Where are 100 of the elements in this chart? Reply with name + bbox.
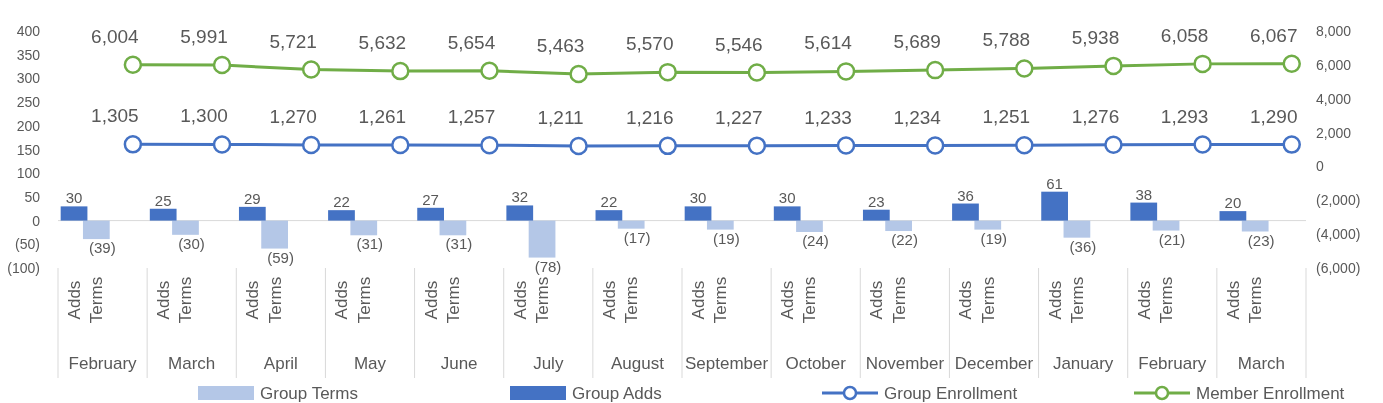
text: Adds: [243, 280, 263, 320]
data-label: 1,211: [537, 106, 584, 128]
bar: [328, 210, 355, 221]
text: Terms: [87, 276, 107, 324]
bar: [1041, 191, 1068, 221]
x-tick-label: January: [1052, 354, 1114, 373]
legend-label: Group Adds: [572, 384, 662, 403]
y2-tick-label: 0: [1316, 158, 1324, 175]
data-label: 6,067: [1249, 24, 1298, 46]
data-label: (78): [534, 257, 562, 275]
point: [391, 61, 410, 81]
text: Adds: [1223, 280, 1243, 320]
point: [1193, 54, 1212, 74]
y-tick-label: 200: [16, 117, 41, 134]
data-label: (17): [623, 228, 651, 246]
data-label: (36): [1069, 237, 1097, 255]
x-tick-label: July: [533, 354, 564, 373]
data-label: 36: [957, 186, 974, 204]
data-label: 1,216: [625, 106, 674, 128]
point: [1282, 54, 1301, 73]
bar: [796, 220, 823, 232]
data-label: 6,004: [91, 25, 140, 47]
legend-label: Group Enrollment: [884, 384, 1018, 403]
data-label: 5,991: [180, 26, 228, 48]
data-label: 27: [422, 190, 439, 208]
data-label: (39): [88, 239, 116, 257]
data-label: (24): [802, 231, 829, 249]
bar: [1219, 211, 1247, 221]
data-label: 30: [65, 189, 83, 207]
bar: [350, 220, 378, 236]
bar: [1241, 220, 1269, 232]
bar: [952, 203, 979, 221]
point: [925, 60, 945, 80]
bar: [506, 205, 534, 221]
point: [836, 62, 856, 81]
x-tick-label: September: [684, 354, 769, 373]
bar: [684, 206, 712, 221]
bar: [1152, 220, 1180, 231]
data-label: 1,227: [715, 106, 763, 128]
data-label: 5,546: [715, 33, 763, 55]
point: [747, 63, 767, 82]
x-tick-label: March: [168, 354, 216, 373]
y2-tick-label: (6,000): [1316, 260, 1361, 276]
text: Terms: [622, 276, 642, 324]
bar: [1063, 220, 1091, 238]
text: Terms: [1067, 276, 1087, 324]
point: [1104, 56, 1123, 76]
y2-tick-label: 2,000: [1316, 124, 1352, 141]
bar: [885, 220, 912, 232]
y-tick-label: 350: [16, 46, 41, 63]
text: Terms: [1246, 276, 1266, 324]
x-tick-label: May: [353, 354, 387, 373]
data-label: 1,270: [269, 105, 317, 127]
point: [1104, 135, 1123, 155]
data-label: 6,058: [1160, 24, 1209, 46]
point: [123, 55, 143, 75]
data-label: (19): [980, 229, 1008, 247]
point: [391, 135, 410, 155]
point: [480, 61, 499, 80]
text: Adds: [65, 280, 85, 320]
y-tick-label: (50): [15, 236, 40, 253]
x-tick-label: February: [1138, 354, 1207, 373]
point: [123, 135, 143, 154]
y2-tick-label: 4,000: [1316, 90, 1352, 107]
x-tick-label: April: [263, 354, 298, 373]
text: Terms: [800, 276, 820, 324]
data-label: (23): [1247, 231, 1275, 249]
bar: [773, 206, 801, 221]
data-label: (21): [1158, 230, 1186, 248]
data-label: 23: [867, 192, 885, 210]
data-label: 1,305: [91, 105, 139, 127]
text: Adds: [154, 280, 174, 320]
bar: [172, 220, 199, 235]
data-label: 1,257: [447, 106, 496, 128]
data-label: 1,300: [180, 105, 228, 127]
text: Terms: [533, 276, 553, 324]
point: [836, 136, 856, 155]
data-label: 30: [778, 189, 796, 207]
text: Adds: [421, 280, 441, 320]
data-label: 5,788: [982, 29, 1031, 51]
point: [480, 135, 499, 155]
bar: [439, 220, 467, 236]
y2-tick-label: (4,000): [1316, 226, 1361, 243]
bar: [1130, 202, 1158, 221]
bar: [974, 220, 1002, 230]
data-label: 30: [689, 189, 707, 207]
data-label: (22): [891, 231, 918, 249]
y-tick-label: 400: [16, 23, 41, 39]
y2-tick-label: 8,000: [1316, 23, 1352, 39]
data-label: 32: [511, 188, 529, 206]
text: Terms: [265, 276, 285, 324]
y2-tick-label: (2,000): [1316, 192, 1361, 209]
data-label: 5,721: [269, 30, 317, 52]
data-label: 5,463: [536, 34, 585, 56]
y-tick-label: 0: [32, 212, 41, 229]
data-label: 5,632: [358, 32, 407, 54]
point: [301, 60, 321, 79]
data-label: (30): [178, 234, 205, 252]
text: Terms: [1157, 276, 1177, 324]
y2-tick-label: 6,000: [1316, 56, 1352, 73]
